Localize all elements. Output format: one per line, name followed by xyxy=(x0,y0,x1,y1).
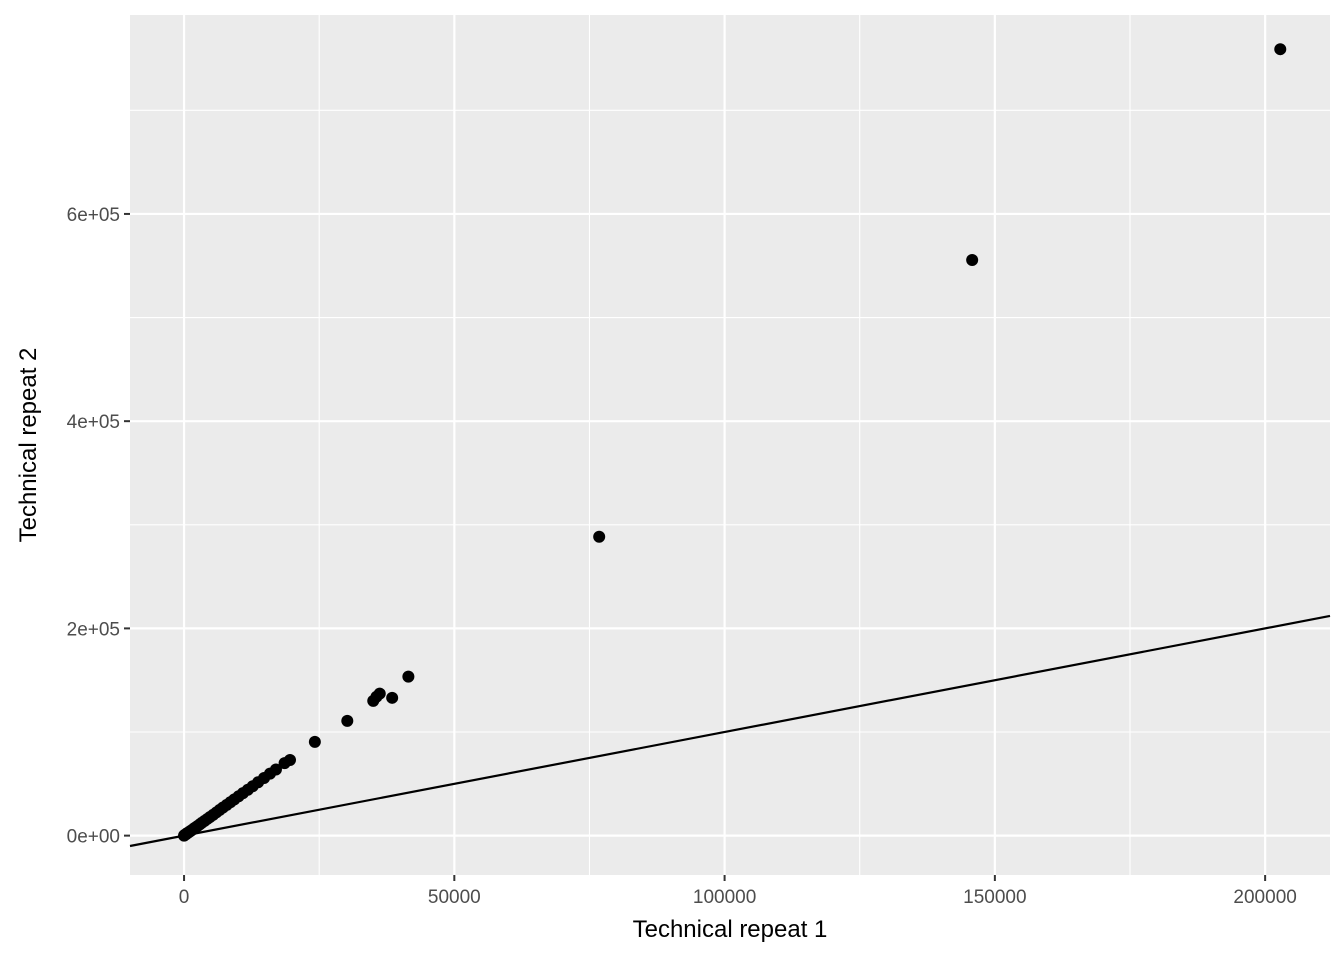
reference-line xyxy=(129,614,1331,848)
y-axis-title: Technical repeat 2 xyxy=(15,348,42,543)
x-tick-label: 100000 xyxy=(693,887,756,908)
y-axis: 0e+00 2e+05 4e+05 6e+05 xyxy=(67,205,130,848)
data-point xyxy=(593,530,606,543)
y-tick-label: 0e+00 xyxy=(67,827,120,848)
x-tick-label: 150000 xyxy=(963,887,1026,908)
data-point xyxy=(341,714,354,727)
x-axis: 0 50000 100000 150000 200000 xyxy=(179,875,1297,908)
data-point xyxy=(402,670,415,683)
data-point xyxy=(373,687,386,700)
x-tick-label: 50000 xyxy=(428,887,481,908)
data-point xyxy=(1274,43,1287,56)
reference-line-group xyxy=(129,614,1331,848)
plot-background xyxy=(130,15,1330,875)
y-tick-label: 4e+05 xyxy=(67,412,120,433)
x-tick-label: 0 xyxy=(179,887,190,908)
data-points xyxy=(178,43,1287,842)
data-point xyxy=(284,753,296,766)
data-point xyxy=(966,254,979,267)
x-axis-title: Technical repeat 1 xyxy=(633,916,828,943)
y-tick-label: 6e+05 xyxy=(67,205,120,226)
data-point xyxy=(308,735,321,748)
data-point xyxy=(269,763,282,776)
x-tick-label: 200000 xyxy=(1233,887,1296,908)
data-point xyxy=(386,691,399,704)
y-tick-label: 2e+05 xyxy=(67,619,120,640)
major-gridlines xyxy=(130,15,1330,875)
